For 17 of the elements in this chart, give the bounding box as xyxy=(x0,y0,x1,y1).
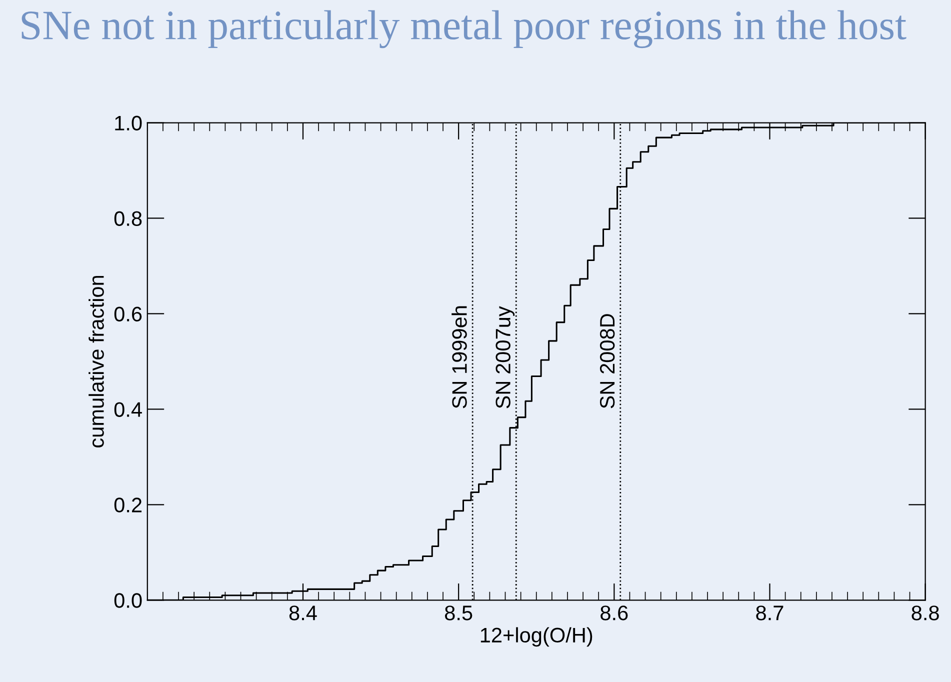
ref-line-label: SN 2007uy xyxy=(496,306,515,408)
x-tick-label: 8.5 xyxy=(445,606,472,620)
y-tick-label: 0.0 xyxy=(114,593,142,608)
y-tick-label: 0.4 xyxy=(114,402,142,417)
y-tick-label: 1.0 xyxy=(115,116,142,131)
ref-line-label: SN 2008D xyxy=(600,314,615,408)
x-tick-label: 8.4 xyxy=(289,606,317,620)
x-tick-label: 8.7 xyxy=(756,606,784,620)
y-tick-label: 0.6 xyxy=(114,306,142,322)
y-axis-title: cumulative fraction xyxy=(88,276,104,448)
chart-title: SNe not in particularly metal poor regions in the host xyxy=(22,10,906,48)
y-tick-label: 0.8 xyxy=(114,211,142,226)
x-axis-title: 12+log(O/H) xyxy=(480,627,592,647)
ref-line-label: SN 1999eh xyxy=(452,306,467,408)
x-tick-label: 8.8 xyxy=(912,606,939,620)
y-tick-label: 0.2 xyxy=(114,498,142,512)
x-tick-label: 8.6 xyxy=(600,606,628,620)
